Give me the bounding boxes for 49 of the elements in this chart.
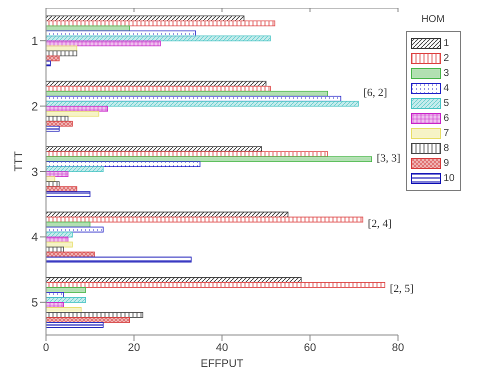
x-axis-title: EFFPUT: [200, 358, 244, 370]
annotation: [3, 3]: [376, 152, 400, 164]
x-tick-label: 0: [42, 342, 50, 354]
y-tick-label: 3: [31, 164, 38, 179]
x-tick-label: 40: [216, 342, 228, 354]
bar: [46, 156, 372, 162]
bar: [46, 242, 73, 248]
bar: [46, 161, 200, 168]
bar: [46, 191, 90, 198]
bar: [46, 35, 271, 42]
annotation: [6, 2]: [363, 87, 388, 100]
bar: [46, 322, 104, 328]
bar: [46, 40, 161, 46]
y-tick-label: 1: [31, 34, 38, 48]
bar: [46, 110, 100, 117]
legend-label: 7: [444, 128, 450, 139]
x-tick-label: 80: [392, 342, 404, 354]
bar: [46, 216, 364, 222]
bar: [46, 20, 276, 26]
bar: [46, 171, 68, 178]
bar: [46, 226, 104, 232]
annotation: [2, 4]: [368, 218, 392, 230]
annotation: [2, 5]: [390, 283, 414, 296]
bar: [46, 297, 86, 303]
legend-label: 5: [444, 98, 450, 109]
legend-label: 2: [444, 53, 450, 64]
bar: [46, 126, 60, 132]
bar: [46, 256, 192, 262]
bar: [46, 166, 104, 172]
legend-label: 1: [444, 38, 450, 49]
bar: [46, 60, 51, 66]
legend-label: 8: [444, 143, 450, 154]
legend-label: 6: [444, 113, 450, 124]
x-tick-label: 20: [128, 342, 140, 354]
y-tick-label: 5: [31, 296, 38, 310]
legend-label: 4: [444, 83, 450, 94]
bar: [46, 282, 386, 288]
bar: [46, 287, 86, 293]
legend-label: 3: [444, 68, 450, 79]
bar: [46, 120, 73, 127]
x-tick-label: 60: [304, 342, 316, 354]
legend-label: 10: [444, 173, 456, 184]
bar: [46, 317, 130, 323]
y-tick-label: 4: [31, 230, 38, 244]
y-axis-title: TTT: [12, 151, 25, 172]
bar: [46, 100, 359, 107]
legend-label: 9: [444, 158, 450, 169]
y-tick-label: 2: [31, 99, 38, 114]
legend-title: HOM: [420, 14, 446, 25]
